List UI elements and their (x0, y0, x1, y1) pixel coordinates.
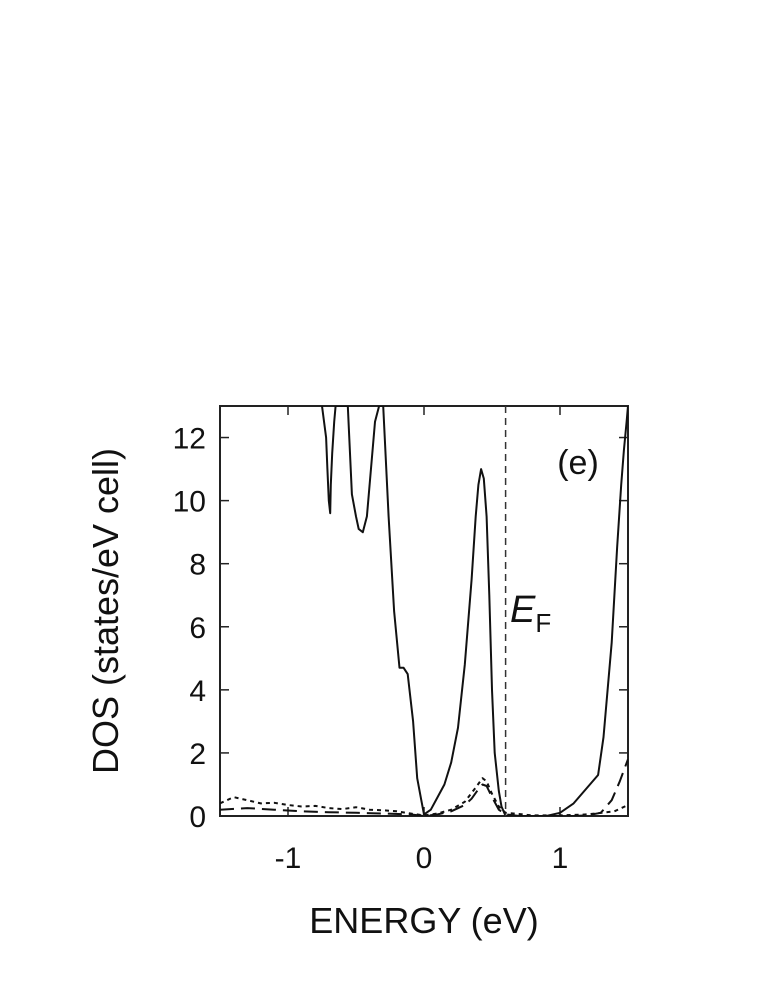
y-tick-label: 12 (173, 423, 206, 456)
x-tick-label: -1 (275, 842, 302, 875)
series-layer (220, 406, 628, 816)
y-tick-label: 6 (189, 612, 206, 645)
series-line-solid (321, 406, 628, 816)
x-axis-label: ENERGY (eV) (309, 900, 538, 941)
y-tick-label: 10 (173, 486, 206, 519)
y-tick-label: 2 (189, 738, 206, 771)
series-line-long-dash (220, 758, 628, 816)
fermi-label-sub: F (535, 608, 551, 638)
x-tick-label: 0 (416, 842, 433, 875)
y-tick-label: 0 (189, 801, 206, 834)
fermi-level-label: EF (510, 589, 551, 638)
fermi-label-main: E (510, 589, 536, 631)
series-line-short-dash (220, 777, 628, 816)
y-axis-label: DOS (states/eV cell) (85, 448, 126, 774)
y-tick-label: 8 (189, 549, 206, 582)
x-tick-label: 1 (552, 842, 569, 875)
y-tick-label: 4 (189, 675, 206, 708)
panel-label: (e) (557, 444, 599, 482)
